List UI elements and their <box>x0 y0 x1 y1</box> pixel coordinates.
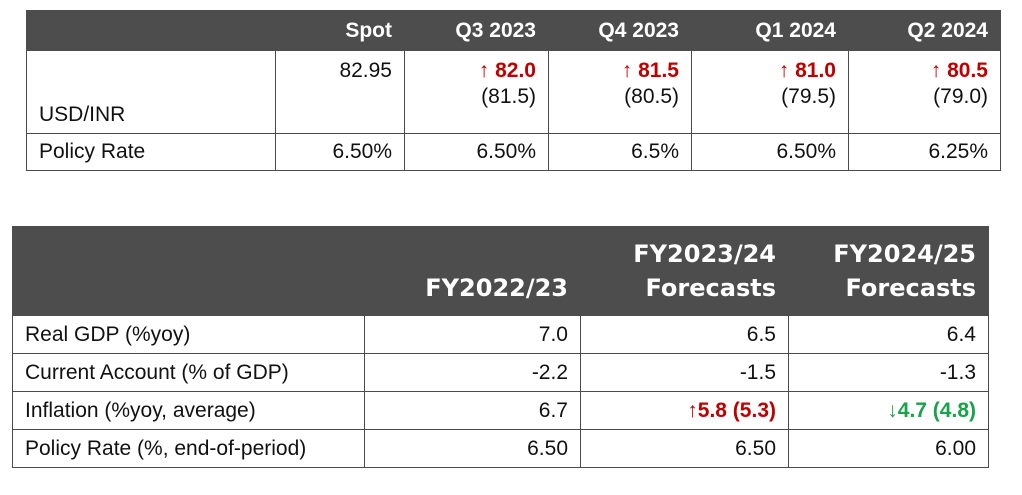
macro-header-fy2024-25: FY2024/25 Forecasts <box>788 226 989 316</box>
cell-fy2023-24: -1.5 <box>580 353 789 392</box>
usdinr-q4-2023: ↑ 81.5 (80.5) <box>548 50 692 134</box>
usdinr-label: USD/INR <box>26 50 276 134</box>
header-line: FY2023/24 <box>633 240 776 268</box>
cell-fy2023-24: ↑5.8 (5.3) <box>580 391 789 430</box>
forecast-value: ↑ 80.5 <box>930 59 988 82</box>
fx-forecast-table: Spot Q3 2023 Q4 2023 Q1 2024 Q2 2024 USD… <box>26 10 1001 171</box>
row-label: Real GDP (%yoy) <box>12 315 365 354</box>
policy-rate-row: Policy Rate 6.50% 6.50% 6.5% 6.50% 6.25% <box>26 133 1001 171</box>
previous-forecast: (79.5) <box>781 85 836 108</box>
cell-fy2022-23: 6.50 <box>364 429 581 468</box>
macro-header-row: FY2022/23 FY2023/24 Forecasts FY2024/25 … <box>12 226 989 316</box>
cell-fy2024-25: -1.3 <box>788 353 989 392</box>
policy-rate-q1-2024: 6.50% <box>691 133 849 171</box>
usdinr-q3-2023: ↑ 82.0 (81.5) <box>404 50 549 134</box>
previous-forecast: (79.0) <box>933 85 988 108</box>
policy-rate-eop-row: Policy Rate (%, end-of-period) 6.50 6.50… <box>12 429 989 468</box>
cell-fy2023-24: 6.5 <box>580 315 789 354</box>
inflation-row: Inflation (%yoy, average) 6.7 ↑5.8 (5.3)… <box>12 391 989 430</box>
row-label: Inflation (%yoy, average) <box>12 391 365 430</box>
policy-rate-spot: 6.50% <box>275 133 405 171</box>
row-label: Policy Rate (%, end-of-period) <box>12 429 365 468</box>
cell-fy2024-25: 6.00 <box>788 429 989 468</box>
macro-forecast-table: FY2022/23 FY2023/24 Forecasts FY2024/25 … <box>12 226 989 468</box>
fx-header-blank <box>26 10 276 51</box>
revised-down-value: ↓4.7 (4.8) <box>887 398 976 422</box>
row-label: Current Account (% of GDP) <box>12 353 365 392</box>
policy-rate-q4-2023: 6.5% <box>548 133 692 171</box>
fx-header-spot: Spot <box>275 10 405 51</box>
header-line: FY2024/25 <box>833 240 976 268</box>
macro-header-fy2023-24: FY2023/24 Forecasts <box>580 226 789 316</box>
policy-rate-label: Policy Rate <box>26 133 276 171</box>
fx-header-row: Spot Q3 2023 Q4 2023 Q1 2024 Q2 2024 <box>26 10 1001 51</box>
previous-forecast: (81.5) <box>481 85 536 108</box>
forecast-value: ↑ 82.0 <box>478 59 536 82</box>
cell-fy2022-23: 7.0 <box>364 315 581 354</box>
usdinr-q2-2024: ↑ 80.5 (79.0) <box>848 50 1001 134</box>
cell-fy2022-23: -2.2 <box>364 353 581 392</box>
usdinr-row: USD/INR 82.95 ↑ 82.0 (81.5) ↑ 81.5 (80.5… <box>26 50 1001 134</box>
cell-fy2023-24: 6.50 <box>580 429 789 468</box>
fx-header-q2-2024: Q2 2024 <box>848 10 1001 51</box>
cell-fy2022-23: 6.7 <box>364 391 581 430</box>
macro-header-blank <box>12 226 365 316</box>
cell-fy2024-25: ↓4.7 (4.8) <box>788 391 989 430</box>
policy-rate-q2-2024: 6.25% <box>848 133 1001 171</box>
forecast-value: ↑ 81.0 <box>778 59 836 82</box>
previous-forecast: (80.5) <box>624 85 679 108</box>
fx-header-q3-2023: Q3 2023 <box>404 10 549 51</box>
forecast-value: ↑ 81.5 <box>621 59 679 82</box>
macro-header-fy2022-23: FY2022/23 <box>364 226 581 316</box>
current-account-row: Current Account (% of GDP) -2.2 -1.5 -1.… <box>12 353 989 392</box>
fx-header-q4-2023: Q4 2023 <box>548 10 692 51</box>
cell-fy2024-25: 6.4 <box>788 315 989 354</box>
policy-rate-q3-2023: 6.50% <box>404 133 549 171</box>
fx-header-q1-2024: Q1 2024 <box>691 10 849 51</box>
header-line: Forecasts <box>645 274 777 302</box>
usdinr-q1-2024: ↑ 81.0 (79.5) <box>691 50 849 134</box>
revised-up-value: ↑5.8 (5.3) <box>687 398 776 422</box>
usdinr-spot: 82.95 <box>275 50 405 134</box>
real-gdp-row: Real GDP (%yoy) 7.0 6.5 6.4 <box>12 315 989 354</box>
header-line: Forecasts <box>845 274 977 302</box>
